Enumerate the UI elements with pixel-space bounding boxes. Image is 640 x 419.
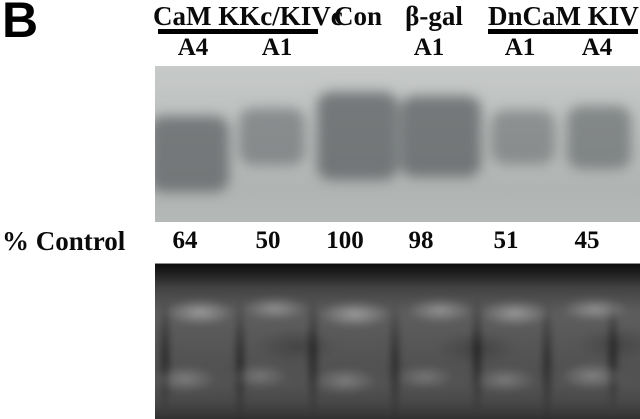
panel-letter: B — [2, 0, 39, 48]
percent-control-label: % Control — [2, 226, 126, 256]
clone-label-5: A4 — [581, 34, 613, 61]
blot-band-lane-1 — [155, 116, 229, 192]
blot-band-lane-4 — [400, 96, 481, 177]
percent-value-lane-6: 45 — [574, 227, 600, 254]
group-underline-left — [158, 29, 318, 34]
group-underline-right — [488, 29, 638, 34]
percent-value-lane-3: 100 — [326, 227, 364, 254]
group-label-dncam-kiv: DnCaM KIV — [488, 1, 639, 31]
blot-band-lane-2 — [239, 108, 305, 165]
blot-bands — [155, 66, 640, 222]
percent-value-lane-2: 50 — [255, 227, 281, 254]
group-label-con: Con — [333, 1, 382, 31]
upper-blot-panel — [155, 66, 640, 222]
group-label-camkkc-kivc: CaM KKc/KIVc — [153, 1, 343, 31]
blot-band-lane-6 — [567, 106, 631, 169]
percent-value-lane-1: 64 — [172, 227, 198, 254]
lower-gel-panel — [155, 263, 640, 419]
clone-label-3: A1 — [413, 34, 445, 61]
clone-label-4: A1 — [504, 34, 536, 61]
percent-value-lane-5: 51 — [493, 227, 519, 254]
blot-band-lane-5 — [491, 110, 555, 164]
gel-texture — [155, 264, 640, 419]
blot-band-lane-3 — [317, 92, 398, 180]
group-label-beta-gal: β-gal — [405, 1, 463, 31]
clone-label-1: A4 — [177, 34, 209, 61]
clone-label-2: A1 — [261, 34, 293, 61]
percent-value-lane-4: 98 — [408, 227, 434, 254]
